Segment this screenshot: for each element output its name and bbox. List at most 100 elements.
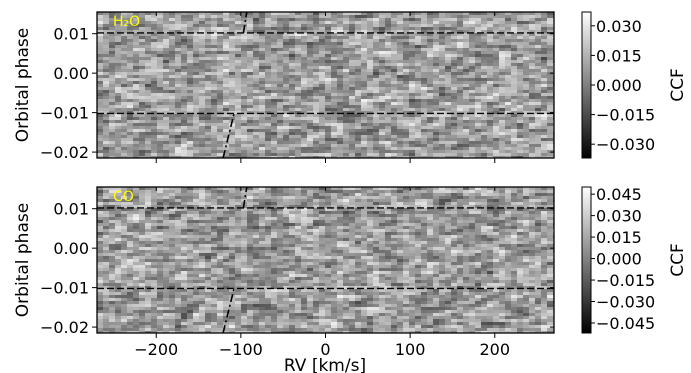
ccf-cell bbox=[337, 120, 344, 124]
ccf-cell bbox=[355, 51, 362, 55]
ccf-cell bbox=[97, 36, 104, 40]
ccf-cell bbox=[211, 93, 218, 97]
ccf-cell bbox=[409, 27, 416, 31]
ccf-cell bbox=[463, 208, 470, 212]
ccf-cell bbox=[319, 211, 326, 215]
ccf-cell bbox=[469, 75, 476, 79]
ccf-cell bbox=[343, 39, 350, 43]
ccf-cell bbox=[289, 24, 296, 28]
ccf-cell bbox=[373, 226, 380, 230]
ccf-cell bbox=[115, 99, 122, 103]
ccf-cell bbox=[187, 144, 194, 148]
ccf-cell bbox=[439, 144, 446, 148]
ccf-cell bbox=[319, 99, 326, 103]
ccf-cell bbox=[193, 190, 200, 194]
ccf-cell bbox=[529, 132, 536, 136]
ccf-cell bbox=[397, 205, 404, 209]
ccf-cell bbox=[379, 15, 386, 19]
ccf-cell bbox=[127, 39, 134, 43]
ccf-cell bbox=[103, 66, 110, 70]
ccf-cell bbox=[253, 132, 260, 136]
ccf-cell bbox=[271, 141, 278, 145]
ccf-cell bbox=[181, 93, 188, 97]
ccf-cell bbox=[205, 24, 212, 28]
ccf-cell bbox=[343, 48, 350, 52]
ccf-cell bbox=[133, 42, 140, 46]
ccf-cell bbox=[463, 21, 470, 25]
ccf-cell bbox=[277, 24, 284, 28]
ccf-cell bbox=[397, 211, 404, 215]
ccf-cell bbox=[355, 93, 362, 97]
ccf-cell bbox=[289, 36, 296, 40]
ccf-cell bbox=[277, 108, 284, 112]
ccf-cell bbox=[235, 51, 242, 55]
ccf-cell bbox=[295, 87, 302, 91]
ccf-cell bbox=[463, 12, 470, 16]
ccf-cell bbox=[499, 24, 506, 28]
ccf-cell bbox=[523, 108, 530, 112]
ccf-cell bbox=[217, 223, 224, 227]
ccf-cell bbox=[277, 21, 284, 25]
ccf-cell bbox=[481, 120, 488, 124]
ccf-cell bbox=[529, 102, 536, 106]
ccf-cell bbox=[433, 84, 440, 88]
ccf-cell bbox=[211, 156, 218, 158]
ccf-cell bbox=[505, 87, 512, 91]
ccf-cell bbox=[391, 99, 398, 103]
ccf-cell bbox=[133, 63, 140, 67]
ccf-cell bbox=[487, 30, 494, 34]
ccf-cell bbox=[283, 60, 290, 64]
ccf-cell bbox=[211, 120, 218, 124]
ccf-cell bbox=[337, 66, 344, 70]
ccf-cell bbox=[211, 132, 218, 136]
ccf-cell bbox=[337, 205, 344, 209]
ccf-cell bbox=[229, 214, 236, 218]
ccf-cell bbox=[115, 15, 122, 19]
ccf-cell bbox=[349, 93, 356, 97]
ccf-cell bbox=[289, 33, 296, 37]
ccf-cell bbox=[487, 105, 494, 109]
ccf-cell bbox=[253, 196, 260, 200]
ccf-cell bbox=[259, 72, 266, 76]
ccf-cell bbox=[277, 123, 284, 127]
ccf-cell bbox=[163, 144, 170, 148]
ccf-cell bbox=[433, 111, 440, 115]
ccf-cell bbox=[547, 205, 554, 209]
ccf-cell bbox=[373, 120, 380, 124]
ccf-cell bbox=[415, 147, 422, 151]
ccf-cell bbox=[157, 217, 164, 221]
ccf-cell bbox=[535, 66, 542, 70]
ccf-cell bbox=[457, 66, 464, 70]
ccf-cell bbox=[373, 147, 380, 151]
ccf-cell bbox=[289, 196, 296, 200]
ccf-cell bbox=[121, 232, 128, 236]
ccf-cell bbox=[469, 123, 476, 127]
ccf-cell bbox=[475, 187, 482, 191]
ccf-cell bbox=[433, 226, 440, 230]
ccf-cell bbox=[229, 208, 236, 212]
ccf-cell bbox=[193, 30, 200, 34]
ccf-cell bbox=[469, 126, 476, 130]
ccf-cell bbox=[331, 75, 338, 79]
ccf-cell bbox=[493, 126, 500, 130]
ccf-cell bbox=[493, 229, 500, 233]
ccf-cell bbox=[283, 48, 290, 52]
ccf-cell bbox=[97, 205, 104, 209]
ccf-cell bbox=[97, 105, 104, 109]
ccf-cell bbox=[535, 129, 542, 133]
ccf-cell bbox=[163, 150, 170, 154]
ccf-cell bbox=[139, 199, 146, 203]
ccf-cell bbox=[505, 226, 512, 230]
ccf-cell bbox=[259, 99, 266, 103]
ccf-cell bbox=[169, 202, 176, 206]
ccf-cell bbox=[97, 147, 104, 151]
ccf-cell bbox=[253, 72, 260, 76]
ccf-cell bbox=[199, 60, 206, 64]
ccf-cell bbox=[391, 150, 398, 154]
ccf-cell bbox=[199, 69, 206, 73]
ccf-cell bbox=[283, 150, 290, 154]
ccf-cell bbox=[541, 48, 548, 52]
ccf-cell bbox=[205, 190, 212, 194]
ccf-cell bbox=[223, 66, 230, 70]
ccf-cell bbox=[145, 214, 152, 218]
